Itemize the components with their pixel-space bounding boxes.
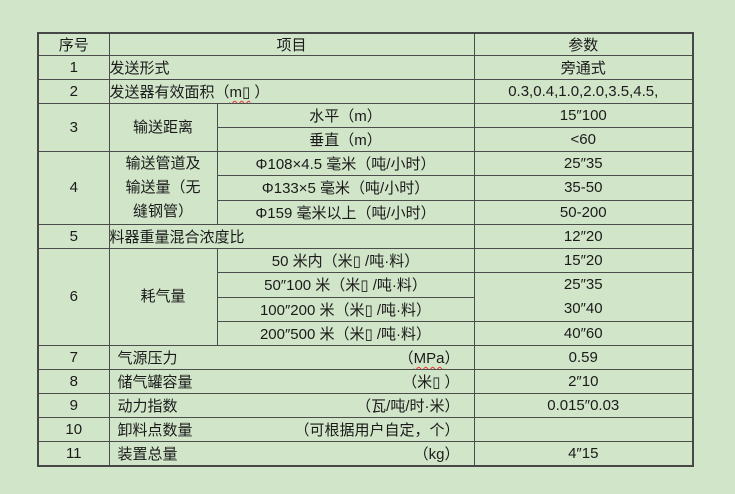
row-4-sub-1-item-cell: Φ108×4.5 毫米（吨/小时） [216,150,475,177]
row-7-serial: 7 [37,345,110,370]
spec-table: 序号 项目 参数 1 发送形式 旁通式 2 发送器有效面积（m▯ ） 0.3,0… [37,32,695,467]
row-6-sub-2-param-text: 25″35 [563,276,603,293]
row-3-sub-1-param-cell: 15″100 [473,103,694,128]
spellcheck-flagged-text: m▯ [229,84,251,101]
row-2-item-close: ） [250,84,270,101]
row-4-sub-3-param-cell: 50-200 [473,199,694,226]
row-9-item-unit: （瓦/吨/时·米） [356,398,460,415]
row-5-param-cell: 12″20 [473,224,694,249]
row-8-param-cell: 2″10 [473,369,694,394]
row-8-item-name: 储气罐容量 [117,374,193,391]
row-4-sub-2-param-cell: 35-50 [473,175,694,201]
row-6-serial: 6 [37,248,110,346]
row-6-sub-3-item-cell: 100″200 米（米▯ /吨·料） [216,296,475,322]
row-3-serial: 3 [37,103,110,152]
spellcheck-flagged-text: MPa [413,350,445,367]
row-7-item-unit: （MPa） [399,347,460,368]
row-3-group-cell: 输送距离 [108,103,218,152]
row-3-sub-1-item-cell: 水平（m） [216,103,475,128]
row-6-sub-1-item-cell: 50 米内（米▯ /吨·料） [216,248,475,273]
row-2-item-text: 发送器有效面积（ [109,84,230,101]
row-7-item-name: 气源压力 [117,350,178,367]
row-4-sub-3-item-cell: Φ159 毫米以上（吨/小时） [216,199,475,226]
row-8-item-unit: （米▯ ） [402,374,460,391]
col-header-param: 参数 [473,32,694,56]
row-9-serial: 9 [37,393,110,418]
row-1-serial: 1 [37,55,110,80]
row-8-item-cell: 储气罐容量 （米▯ ） [108,369,475,394]
row-1-item-cell: 发送形式 [108,55,475,80]
row-4-group-text: 输送管道及输送量（无缝钢管） [125,155,201,220]
row-3-sub-2-param-cell: <60 [473,127,694,152]
row-6-sub-2-item-cell: 50″100 米（米▯ /吨·料） [216,272,475,298]
row-1-param-cell: 旁通式 [473,55,694,80]
row-2-param-cell: 0.3,0.4,1.0,2.0,3.5,4.5, [473,79,694,104]
row-2-serial: 2 [37,79,110,104]
row-8-serial: 8 [37,369,110,394]
row-7-unit-open: （ [398,350,414,367]
row-11-item-unit: （kg） [413,446,460,463]
row-11-item-name: 装置总量 [117,446,178,463]
row-11-param-cell: 4″15 [473,441,694,467]
row-10-item-cell: 卸料点数量 （可根据用户自定，个） [108,417,475,442]
row-5-item-cell: 料器重量混合浓度比 [108,224,475,249]
row-6-sub-2-3-param-cell: 25″35 30″40 [473,272,694,322]
row-7-param-cell: 0.59 [473,345,694,370]
row-6-sub-1-param-cell: 15″20 [473,248,694,273]
row-2-item-cell: 发送器有效面积（m▯ ） [108,79,475,104]
row-4-sub-1-param-cell: 25″35 [473,150,694,177]
row-7-item-cell: 气源压力 （MPa） [108,345,475,370]
row-3-sub-2-item-cell: 垂直（m） [216,127,475,152]
row-11-serial: 11 [37,441,110,467]
row-4-group-cell: 输送管道及输送量（无缝钢管） [108,151,218,225]
row-6-sub-3-param-text: 30″40 [563,300,603,317]
row-6-group-cell: 耗气量 [108,248,218,346]
row-9-item-cell: 动力指数 （瓦/吨/时·米） [108,393,475,418]
row-9-item-name: 动力指数 [117,398,178,415]
col-header-item: 项目 [108,32,475,56]
row-10-serial: 10 [37,417,110,442]
row-5-serial: 5 [37,224,110,249]
row-7-unit-close: ） [444,350,460,367]
row-4-serial: 4 [37,151,110,225]
row-10-item-name: 卸料点数量 [117,422,193,439]
row-11-item-cell: 装置总量 （kg） [108,441,475,467]
row-4-sub-2-item-cell: Φ133×5 毫米（吨/小时） [216,175,475,201]
row-6-sub-4-param-cell: 40″60 [473,321,694,346]
row-6-sub-4-item-cell: 200″500 米（米▯ /吨·料） [216,321,475,346]
row-9-param-cell: 0.015″0.03 [473,393,694,418]
col-header-serial: 序号 [37,32,110,56]
row-10-item-unit: （可根据用户自定，个） [294,422,460,439]
row-10-param-cell [473,417,694,442]
